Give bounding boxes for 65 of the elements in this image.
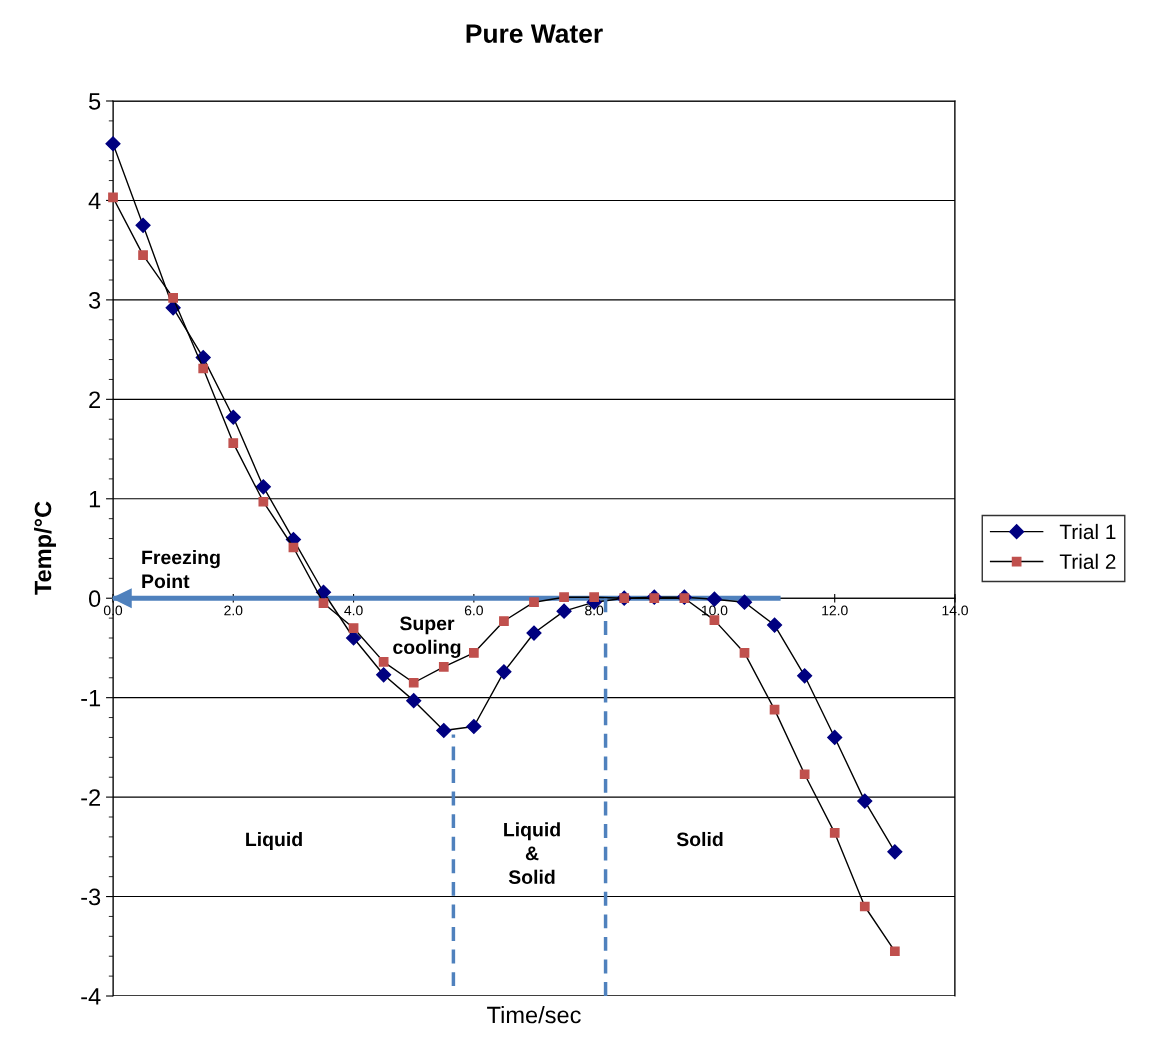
point (376, 667, 392, 683)
point (406, 693, 422, 709)
point (857, 793, 873, 809)
point (135, 217, 151, 233)
y-tick-label: 1 (89, 491, 101, 508)
y-tick-label: 0 (88, 590, 101, 608)
y-tick-label: -3 (81, 888, 101, 906)
point (228, 438, 239, 448)
annotation: Super cooling (393, 616, 461, 658)
point (258, 496, 269, 507)
point (225, 409, 241, 425)
point (436, 722, 452, 739)
point (315, 584, 332, 600)
point (887, 844, 903, 860)
y-tick-label: 2 (89, 391, 101, 408)
x-tick-label: 4.0 (344, 605, 363, 616)
annotation: Solid (676, 831, 723, 847)
point (408, 677, 419, 688)
annotation: Freezing Point (142, 550, 220, 589)
point (496, 664, 512, 680)
x-tick-label: 8.0 (585, 605, 604, 616)
point (468, 648, 479, 658)
point (466, 718, 482, 735)
point (829, 828, 840, 838)
point (138, 250, 148, 261)
point (438, 661, 449, 672)
point (526, 625, 542, 641)
point (589, 592, 600, 603)
chart-title: Pure Water (466, 24, 603, 43)
y-tick-label: -2 (81, 789, 101, 806)
point (827, 729, 843, 746)
point (559, 592, 569, 603)
point (318, 598, 329, 609)
point (378, 657, 389, 667)
point (499, 616, 509, 626)
annotation: Liquid & Solid (504, 822, 560, 884)
point (797, 668, 813, 684)
x-tick-label: 12.0 (822, 605, 848, 616)
y-tick-label: 4 (88, 192, 101, 209)
legend-label: Trial 1 (1059, 523, 1116, 540)
point (105, 136, 121, 152)
point (255, 479, 271, 495)
point (709, 615, 720, 625)
y-axis-title: Temp/°C (34, 501, 57, 595)
annotation: Liquid (246, 831, 302, 851)
point (767, 617, 783, 633)
point (736, 594, 753, 610)
point (859, 901, 870, 912)
point (739, 648, 750, 658)
x-axis-title: Time/sec (487, 1005, 581, 1024)
point (348, 623, 359, 633)
x-tick-label: 6.0 (464, 605, 483, 616)
point (556, 603, 572, 619)
y-tick-label: 3 (88, 291, 101, 309)
x-tick-label: 2.0 (224, 605, 243, 616)
x-tick-label: 10.0 (701, 605, 728, 616)
point (198, 363, 209, 374)
point (799, 769, 810, 780)
point (889, 946, 900, 957)
y-tick-label: -1 (81, 689, 101, 707)
legend-label: Trial 2 (1059, 553, 1116, 570)
point (529, 597, 539, 608)
point (168, 293, 179, 303)
y-tick-label: 5 (89, 93, 101, 110)
y-tick-label: -4 (81, 988, 101, 1005)
